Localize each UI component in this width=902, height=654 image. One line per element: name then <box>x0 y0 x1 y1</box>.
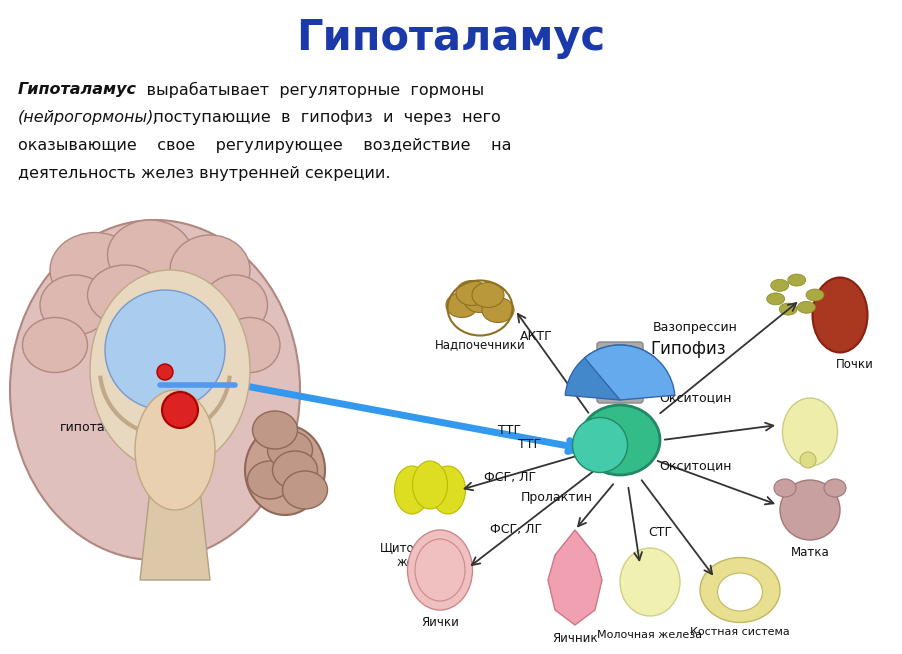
Text: СТГ: СТГ <box>648 526 672 538</box>
Ellipse shape <box>472 283 504 307</box>
Ellipse shape <box>105 290 225 410</box>
Ellipse shape <box>247 461 292 499</box>
Ellipse shape <box>170 235 250 305</box>
Ellipse shape <box>824 479 846 497</box>
Text: гипоталамус: гипоталамус <box>60 421 145 434</box>
Text: ТТГ: ТТГ <box>499 424 521 436</box>
Text: Яичник: Яичник <box>552 632 598 644</box>
Ellipse shape <box>220 317 280 373</box>
Circle shape <box>162 392 198 428</box>
Ellipse shape <box>282 471 327 509</box>
Ellipse shape <box>787 274 805 286</box>
Text: Пролактин: Пролактин <box>521 490 593 504</box>
Polygon shape <box>548 530 602 625</box>
Text: деятельность желез внутренней секреции.: деятельность желез внутренней секреции. <box>18 166 391 181</box>
Text: Надпочечники: Надпочечники <box>435 339 525 351</box>
Ellipse shape <box>767 293 785 305</box>
Ellipse shape <box>90 270 250 470</box>
Ellipse shape <box>430 466 465 514</box>
Ellipse shape <box>456 281 488 305</box>
FancyBboxPatch shape <box>597 342 643 403</box>
Text: Гипоталамус: Гипоталамус <box>297 17 605 59</box>
Ellipse shape <box>464 288 496 313</box>
Text: вырабатывает  регуляторные  гормоны: вырабатывает регуляторные гормоны <box>126 82 484 98</box>
Text: Гипоталамус: Гипоталамус <box>18 82 137 97</box>
Ellipse shape <box>135 390 215 510</box>
Text: (нейрогормоны),: (нейрогормоны), <box>18 110 160 125</box>
Ellipse shape <box>620 548 680 616</box>
Text: АКТГ: АКТГ <box>520 330 552 343</box>
Ellipse shape <box>779 303 797 315</box>
Ellipse shape <box>482 298 514 322</box>
Ellipse shape <box>446 292 478 317</box>
Text: Яички: Яички <box>421 615 459 628</box>
Text: ФСГ, ЛГ: ФСГ, ЛГ <box>490 523 542 536</box>
Text: Окситоцин: Окситоцин <box>658 392 732 405</box>
Ellipse shape <box>10 220 300 560</box>
Wedge shape <box>584 345 675 400</box>
Ellipse shape <box>245 425 325 515</box>
Text: ТТГ: ТТГ <box>519 438 541 451</box>
Text: ФСГ, ЛГ: ФСГ, ЛГ <box>484 472 536 485</box>
Text: поступающие  в  гипофиз  и  через  него: поступающие в гипофиз и через него <box>143 110 501 125</box>
Ellipse shape <box>813 277 868 353</box>
Ellipse shape <box>107 220 192 290</box>
Text: Щитовидная: Щитовидная <box>380 542 460 555</box>
Ellipse shape <box>783 398 837 466</box>
Ellipse shape <box>268 431 312 469</box>
Text: железа: железа <box>397 557 443 570</box>
Ellipse shape <box>717 573 762 611</box>
Ellipse shape <box>272 451 318 489</box>
Circle shape <box>157 364 173 380</box>
Text: Костная система: Костная система <box>690 627 790 637</box>
Text: Почки: Почки <box>836 358 874 371</box>
Ellipse shape <box>806 289 824 301</box>
Text: Окситоцин: Окситоцин <box>658 460 732 472</box>
Text: Молочная железа: Молочная железа <box>597 630 703 640</box>
Text: Матка: Матка <box>791 545 829 559</box>
Ellipse shape <box>408 530 473 610</box>
Ellipse shape <box>774 479 796 497</box>
Ellipse shape <box>770 279 788 292</box>
Ellipse shape <box>700 557 780 623</box>
Text: оказывающие    свое    регулирующее    воздействие    на: оказывающие свое регулирующее воздействи… <box>18 138 511 153</box>
Ellipse shape <box>253 411 298 449</box>
Ellipse shape <box>40 275 110 335</box>
Ellipse shape <box>203 275 268 335</box>
Ellipse shape <box>50 233 140 307</box>
Ellipse shape <box>797 301 815 313</box>
Wedge shape <box>566 345 656 400</box>
Ellipse shape <box>87 265 162 325</box>
Text: Вазопрессин: Вазопрессин <box>652 322 738 334</box>
Text: Гипофиз: Гипофиз <box>650 340 725 358</box>
Polygon shape <box>140 490 210 580</box>
Ellipse shape <box>394 466 429 514</box>
Ellipse shape <box>580 405 660 475</box>
Circle shape <box>800 452 816 468</box>
Ellipse shape <box>412 461 447 509</box>
Ellipse shape <box>780 480 840 540</box>
Ellipse shape <box>23 317 87 373</box>
Ellipse shape <box>573 417 628 472</box>
